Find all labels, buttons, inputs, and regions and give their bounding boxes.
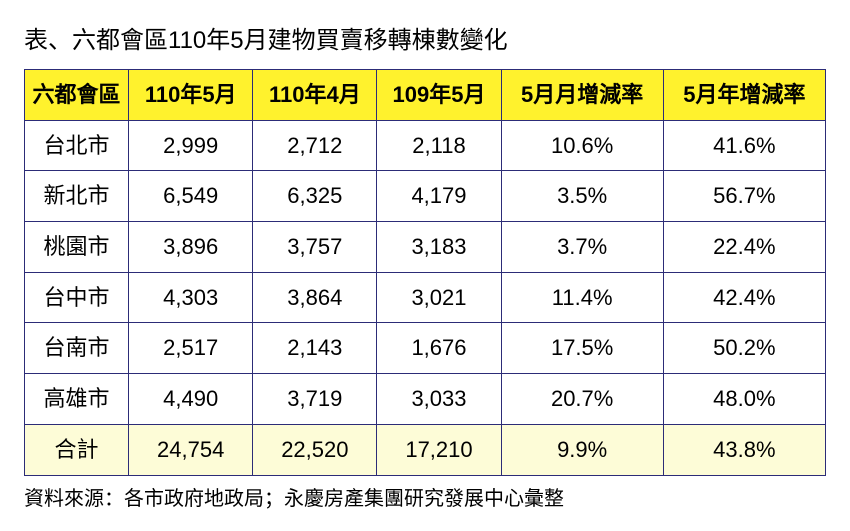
table-row: 高雄市 4,490 3,719 3,033 20.7% 48.0% — [25, 374, 826, 425]
cell-city: 台中市 — [25, 272, 129, 323]
cell-value: 3.7% — [501, 222, 663, 273]
cell-value: 20.7% — [501, 374, 663, 425]
cell-value: 3,021 — [377, 272, 501, 323]
source-note: 資料來源：各市政府地政局；永慶房產集團研究發展中心彙整 — [24, 482, 826, 511]
cell-value: 43.8% — [663, 424, 825, 475]
cell-value: 3,183 — [377, 222, 501, 273]
cell-value: 22.4% — [663, 222, 825, 273]
data-table: 六都會區 110年5月 110年4月 109年5月 5月月增減率 5月年增減率 … — [24, 69, 826, 476]
header-col-5: 5月年增減率 — [663, 70, 825, 121]
cell-value: 3,864 — [253, 272, 377, 323]
cell-city: 桃園市 — [25, 222, 129, 273]
table-body: 台北市 2,999 2,712 2,118 10.6% 41.6% 新北市 6,… — [25, 120, 826, 475]
total-row: 合計 24,754 22,520 17,210 9.9% 43.8% — [25, 424, 826, 475]
table-row: 台北市 2,999 2,712 2,118 10.6% 41.6% — [25, 120, 826, 171]
cell-value: 50.2% — [663, 323, 825, 374]
header-city: 六都會區 — [25, 70, 129, 121]
cell-value: 4,303 — [129, 272, 253, 323]
table-row: 台南市 2,517 2,143 1,676 17.5% 50.2% — [25, 323, 826, 374]
cell-value: 11.4% — [501, 272, 663, 323]
cell-value: 3,033 — [377, 374, 501, 425]
cell-city: 合計 — [25, 424, 129, 475]
header-col-3: 109年5月 — [377, 70, 501, 121]
cell-value: 42.4% — [663, 272, 825, 323]
cell-value: 2,712 — [253, 120, 377, 171]
cell-city: 台南市 — [25, 323, 129, 374]
cell-value: 9.9% — [501, 424, 663, 475]
cell-value: 48.0% — [663, 374, 825, 425]
header-row: 六都會區 110年5月 110年4月 109年5月 5月月增減率 5月年增減率 — [25, 70, 826, 121]
cell-city: 新北市 — [25, 171, 129, 222]
cell-value: 22,520 — [253, 424, 377, 475]
cell-value: 2,999 — [129, 120, 253, 171]
cell-city: 台北市 — [25, 120, 129, 171]
cell-value: 6,325 — [253, 171, 377, 222]
cell-value: 3,719 — [253, 374, 377, 425]
cell-value: 24,754 — [129, 424, 253, 475]
table-row: 新北市 6,549 6,325 4,179 3.5% 56.7% — [25, 171, 826, 222]
table-row: 台中市 4,303 3,864 3,021 11.4% 42.4% — [25, 272, 826, 323]
cell-value: 4,179 — [377, 171, 501, 222]
header-col-1: 110年5月 — [129, 70, 253, 121]
table-row: 桃園市 3,896 3,757 3,183 3.7% 22.4% — [25, 222, 826, 273]
cell-value: 1,676 — [377, 323, 501, 374]
header-col-4: 5月月增減率 — [501, 70, 663, 121]
cell-value: 56.7% — [663, 171, 825, 222]
cell-value: 2,517 — [129, 323, 253, 374]
cell-value: 17,210 — [377, 424, 501, 475]
cell-city: 高雄市 — [25, 374, 129, 425]
cell-value: 4,490 — [129, 374, 253, 425]
cell-value: 10.6% — [501, 120, 663, 171]
cell-value: 2,118 — [377, 120, 501, 171]
header-col-2: 110年4月 — [253, 70, 377, 121]
cell-value: 3,896 — [129, 222, 253, 273]
cell-value: 3.5% — [501, 171, 663, 222]
cell-value: 41.6% — [663, 120, 825, 171]
table-title: 表、六都會區110年5月建物買賣移轉棟數變化 — [24, 20, 826, 55]
cell-value: 17.5% — [501, 323, 663, 374]
cell-value: 6,549 — [129, 171, 253, 222]
cell-value: 2,143 — [253, 323, 377, 374]
cell-value: 3,757 — [253, 222, 377, 273]
